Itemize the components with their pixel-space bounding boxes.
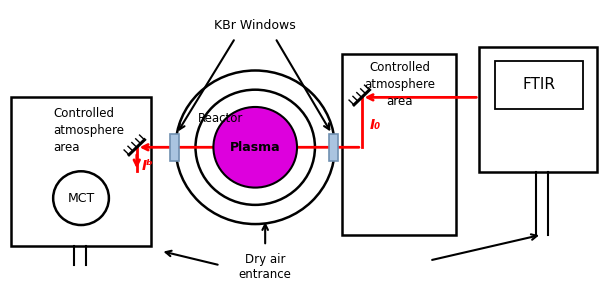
- Circle shape: [214, 107, 297, 188]
- Text: Controlled
atmosphere
area: Controlled atmosphere area: [53, 107, 124, 154]
- Bar: [479, 47, 597, 172]
- Text: I₀: I₀: [370, 119, 381, 133]
- Text: KBr Windows: KBr Windows: [214, 19, 296, 32]
- Bar: [329, 134, 338, 161]
- Text: Dry air
entrance: Dry air entrance: [239, 253, 292, 281]
- Text: Controlled
atmosphere
area: Controlled atmosphere area: [364, 61, 435, 108]
- Bar: [342, 54, 456, 235]
- Bar: [11, 97, 151, 246]
- Text: Iᵇ: Iᵇ: [142, 159, 154, 173]
- Bar: [170, 134, 179, 161]
- Bar: [495, 61, 583, 109]
- Text: FTIR: FTIR: [522, 77, 555, 92]
- Text: Plasma: Plasma: [230, 141, 281, 154]
- Text: MCT: MCT: [67, 192, 94, 205]
- Text: Reactor: Reactor: [198, 112, 243, 125]
